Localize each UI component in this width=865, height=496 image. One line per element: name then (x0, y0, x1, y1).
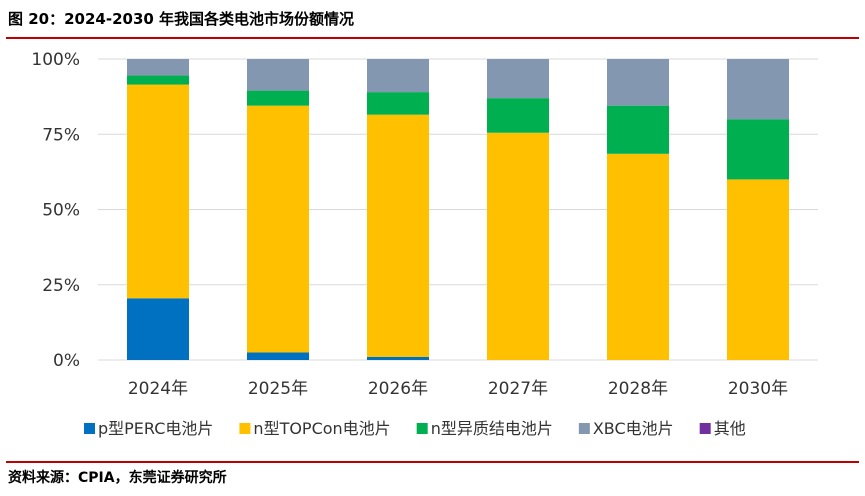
bar-segment (487, 132, 549, 360)
bar-segment (487, 98, 549, 133)
bar-segment (607, 59, 669, 106)
bar-stack (607, 59, 669, 360)
x-tick-label: 2028年 (608, 379, 668, 399)
legend-item: n型异质结电池片 (416, 419, 553, 438)
y-tick-label: 100% (31, 50, 80, 70)
legend-swatch (84, 423, 95, 434)
source-note: 资料来源：CPIA，东莞证券研究所 (8, 470, 227, 486)
bar-segment (727, 179, 789, 360)
legend: p型PERC电池片 n型TOPCon电池片 n型异质结电池片 XBC电池片 其他 (84, 419, 746, 438)
bar-stack (727, 59, 789, 360)
bar-segment (367, 92, 429, 115)
bar-segment (367, 356, 429, 360)
legend-label: p型PERC电池片 (98, 419, 213, 438)
legend-item: 其他 (699, 419, 746, 438)
bar-segment (247, 352, 309, 360)
legend-item: n型TOPCon电池片 (239, 419, 391, 438)
x-tick-label: 2025年 (248, 379, 308, 399)
bar-stacks (127, 59, 789, 360)
legend-item: p型PERC电池片 (84, 419, 213, 438)
y-tick-label: 50% (42, 201, 80, 221)
x-tick-label: 2024年 (128, 379, 188, 399)
x-tick-label: 2030年 (728, 379, 788, 399)
legend-swatch (416, 423, 428, 434)
legend-label: n型TOPCon电池片 (253, 419, 390, 438)
gridlines (98, 58, 818, 361)
bar-segment (367, 59, 429, 93)
bar-stack (487, 59, 549, 360)
bar-segment (487, 59, 549, 99)
legend-swatch (699, 423, 711, 434)
legend-swatch (578, 423, 590, 434)
x-tick-label: 2026年 (368, 379, 428, 399)
y-tick-label: 25% (42, 276, 80, 296)
bar-segment (367, 114, 429, 357)
bar-segment (247, 90, 309, 106)
legend-label: n型异质结电池片 (431, 419, 553, 438)
bar-stack (247, 59, 309, 360)
bar-segment (607, 153, 669, 360)
bar-stack (127, 59, 189, 360)
x-axis-tick-labels: 2024年 2025年 2026年 2027年 2028年 2030年 (128, 379, 788, 399)
bar-stack (367, 59, 429, 360)
bar-segment (247, 59, 309, 91)
title-rule (6, 37, 859, 39)
x-tick-label: 2027年 (488, 379, 548, 399)
bar-segment (127, 298, 189, 360)
bar-segment (127, 59, 189, 76)
legend-label: XBC电池片 (593, 419, 674, 438)
stacked-bar-chart: 0% 25% 50% 75% 100% 2024年 2025年 2026年 2027年 2028… (31, 50, 818, 438)
figure-title: 图 20：2024-2030 年我国各类电池市场份额情况 (8, 10, 355, 28)
legend-swatch (239, 423, 251, 434)
y-tick-label: 0% (53, 351, 80, 371)
y-tick-label: 75% (42, 125, 80, 145)
legend-item: XBC电池片 (578, 419, 674, 438)
bar-segment (727, 119, 789, 180)
legend-label: 其他 (714, 419, 746, 438)
bar-segment (607, 105, 669, 154)
bar-segment (727, 59, 789, 120)
bar-segment (247, 105, 309, 353)
bar-segment (127, 84, 189, 299)
bar-segment (127, 75, 189, 85)
source-rule (6, 461, 859, 463)
y-axis-tick-labels: 0% 25% 50% 75% 100% (31, 50, 80, 371)
